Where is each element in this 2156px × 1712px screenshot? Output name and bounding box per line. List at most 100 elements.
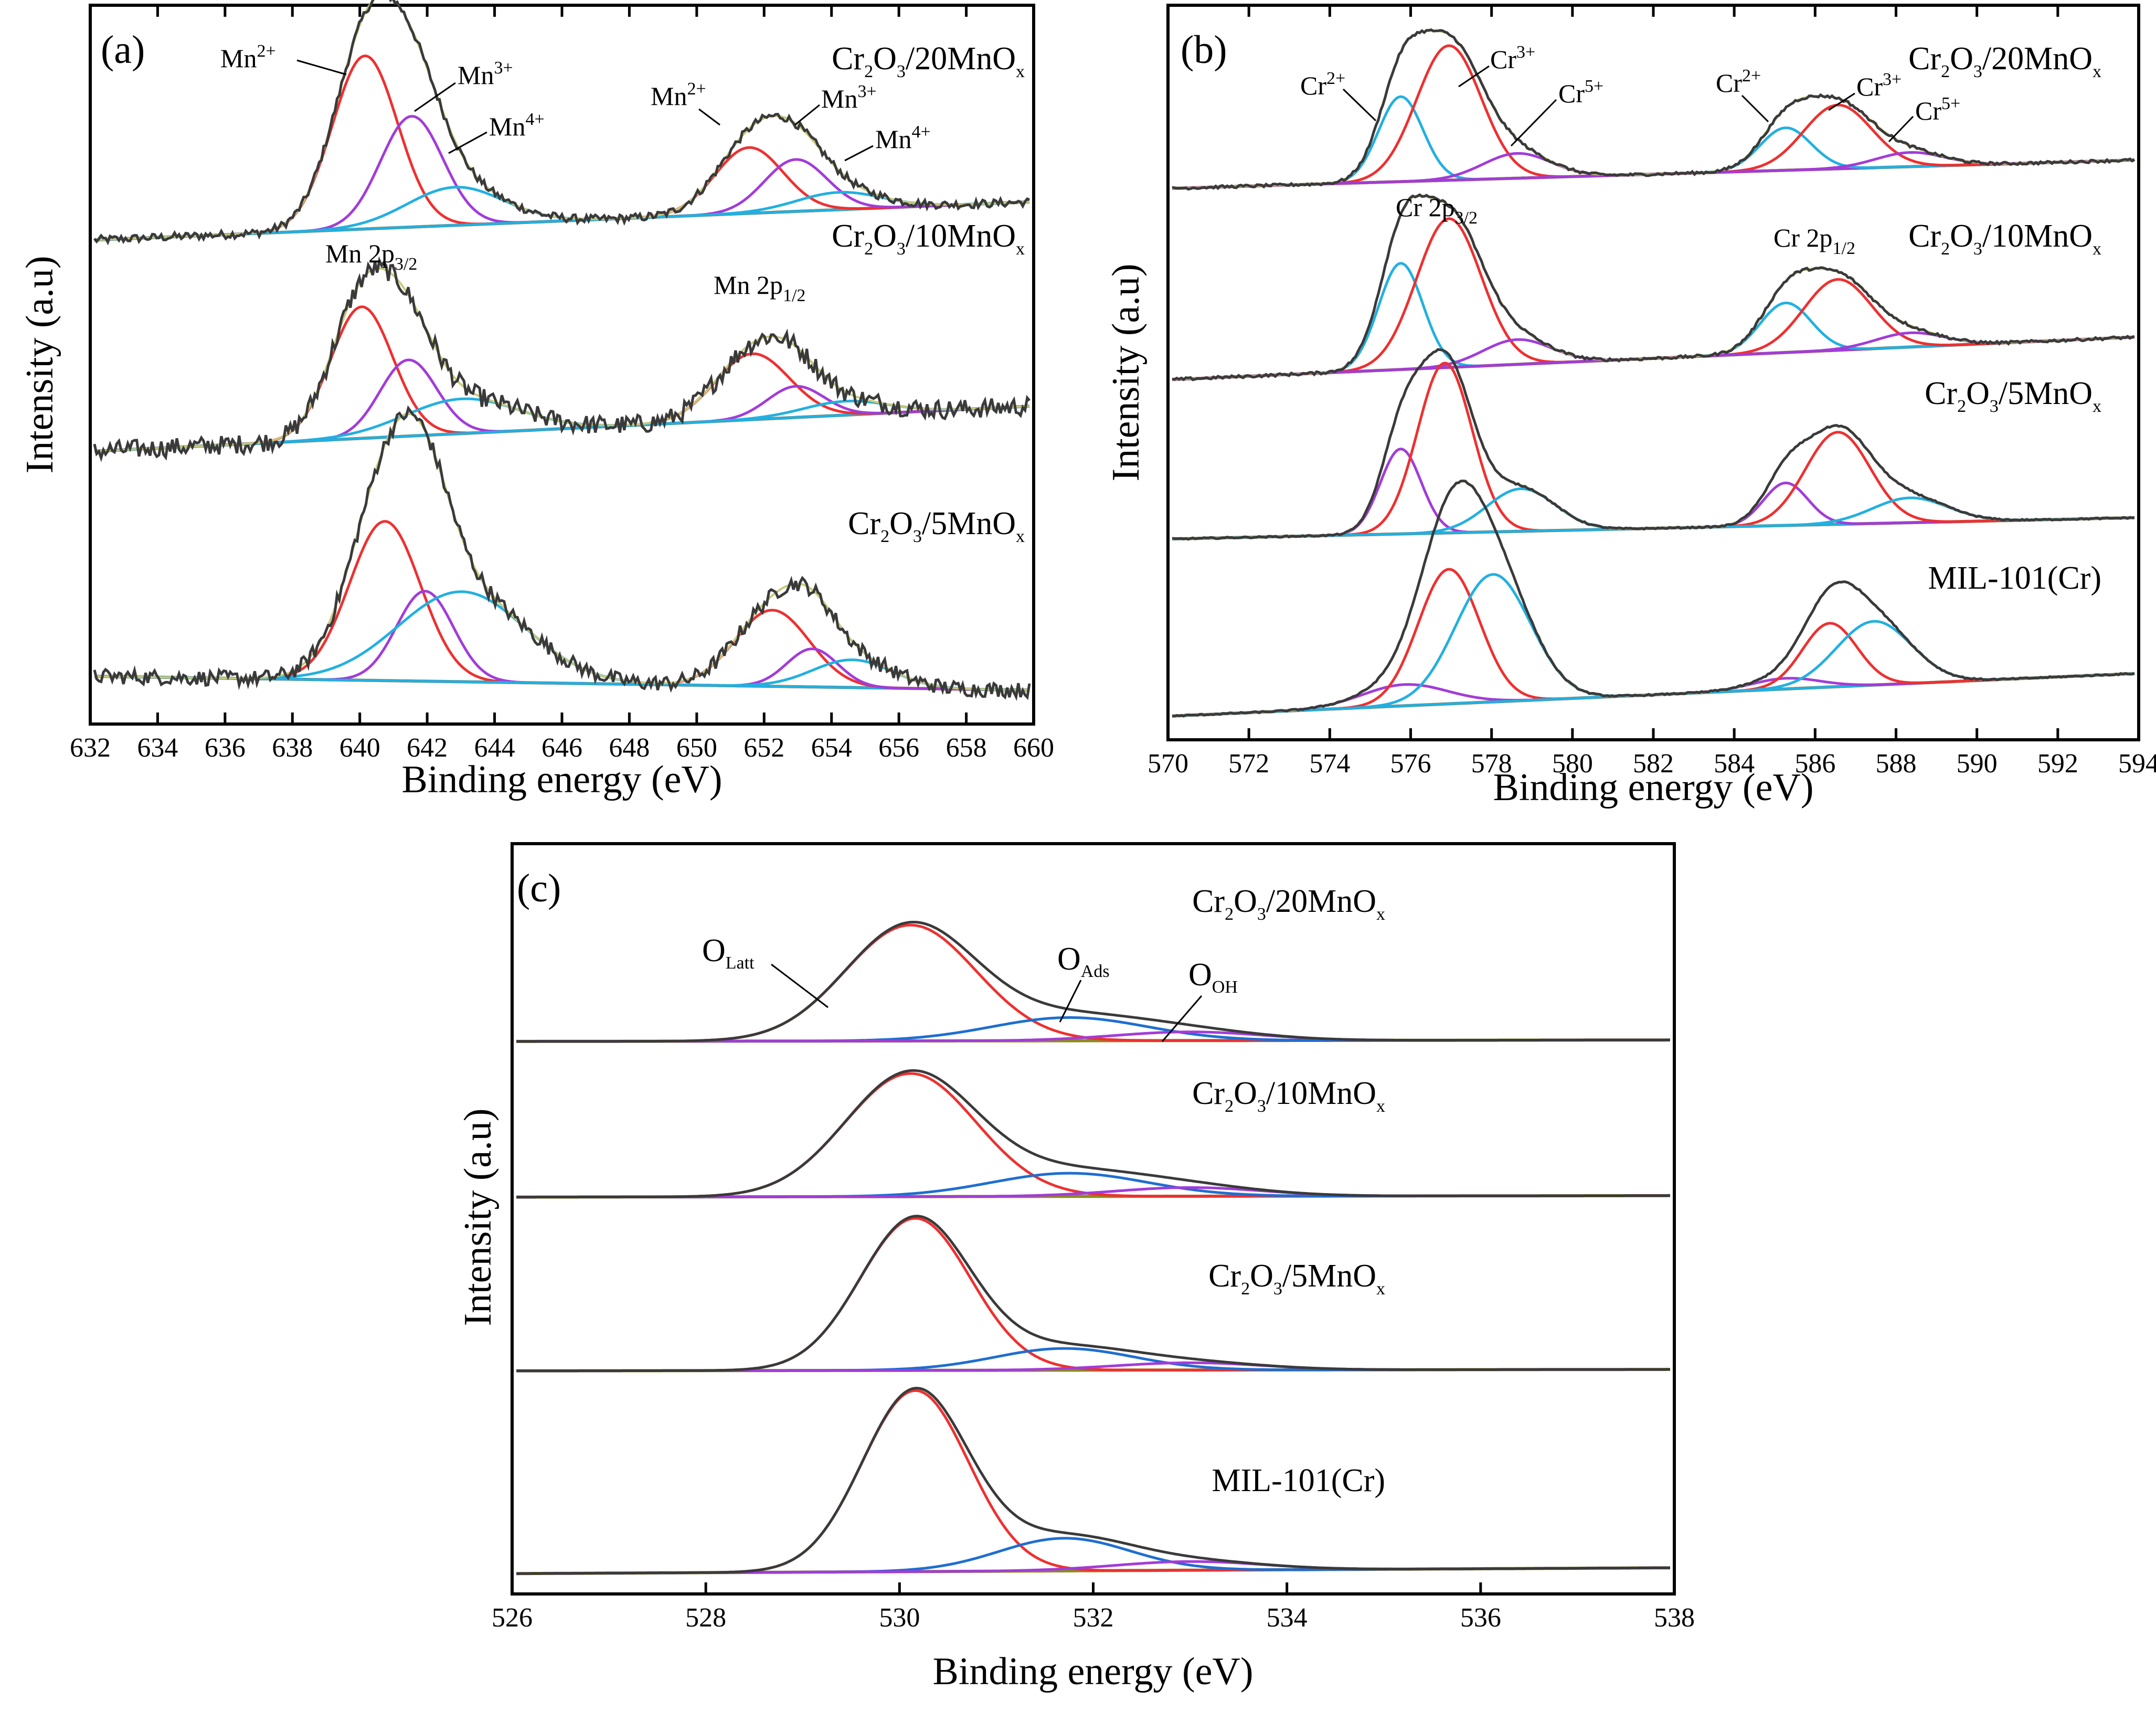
panel-c-series-label-20mn: Cr2O3/20MnOx [1192,884,1385,924]
peak-Mn3+ [94,590,1030,692]
peak-Cr3+ [1172,361,2134,540]
panel-b-ylabel: Intensity (a.u) [1104,263,1148,481]
panel-b-ticks: 570 572 574 576 578 580 582 584 586 588 590 592 594 [1148,5,2156,779]
panel-a-annot-mn2-a: Mn2+ [220,41,276,73]
x-tick-label: 586 [1794,749,1835,779]
raw-spectrum [1172,193,2135,381]
fit-envelope [516,1215,1670,1372]
x-tick-label: 594 [2118,749,2156,779]
x-tick-label: 654 [811,733,852,763]
peak-Mn4+ [94,590,1030,692]
panel-b-series-label-mil101: MIL-101(Cr) [1928,560,2101,596]
panel-b-series-label-10mn: Cr2O3/10MnOx [1908,218,2101,259]
panel-b-series-label-5mn: Cr2O3/5MnOx [1925,376,2101,416]
panel-a-annot-mn3-b: Mn3+ [821,82,877,113]
x-tick-label: 642 [407,733,448,763]
peak-Cr3+ [1172,622,2135,718]
panel-b-arrow-cr2-a [1342,88,1377,122]
x-tick-label: 640 [339,733,380,763]
x-tick-label: 660 [1013,733,1054,763]
x-tick-label: 652 [744,733,784,763]
x-tick-label: 650 [676,733,717,763]
panel-b-annot-cr5-b: Cr5+ [1915,94,1960,125]
panel-c-arrow-olatt [771,963,829,1008]
series-2 [1172,348,2135,541]
raw-spectrum [93,0,1030,246]
panel-b-annot-cr2-b: Cr2+ [1716,66,1761,98]
fit-envelope [94,0,1030,241]
x-tick-label: 528 [685,1603,726,1633]
x-tick-label: 536 [1460,1603,1501,1633]
panel-b-annot-cr3-b: Cr3+ [1856,70,1902,101]
panel-a-ticks: 632 634 636 638 640 642 644 646 648 650 652 654 656 6… [70,5,1054,763]
panel-c-annot-oads: OAds [1057,941,1110,981]
series-3 [1172,480,2135,718]
panel-a-xlabel: Binding energy (eV) [401,758,722,801]
peak-OLatt [516,923,1670,1043]
panel-a-annot-mn4-b: Mn4+ [875,122,931,154]
panel-a-series-label-10mn: Cr2O3/10MnOx [832,218,1025,259]
peak-Cr2+ [1172,481,2134,540]
raw-spectrum [1172,348,2135,541]
raw-spectrum [1172,480,2135,718]
series-1 [1172,193,2135,381]
panel-a-arrow-mn2-a [296,59,347,76]
series-2 [516,1215,1670,1373]
peak-OLatt [516,1389,1670,1575]
peak-Cr3+ [1172,431,2134,540]
fit-envelope [516,1069,1670,1198]
panel-a-annot-mn2p12: Mn 2p1/2 [714,270,805,305]
series-0 [93,0,1030,246]
series-0 [516,921,1670,1043]
peak-OLatt [516,1217,1670,1373]
series-1 [93,256,1031,462]
panel-b-arrow-cr5-b [1888,115,1914,143]
x-tick-label: 656 [878,733,919,763]
panel-a-arrow-mn4-a [448,131,487,154]
panel-c-curves [516,921,1670,1576]
raw-spectrum [93,256,1031,462]
raw-spectrum [516,1069,1670,1199]
x-tick-label: 590 [1957,749,1998,779]
x-tick-label: 574 [1309,749,1350,779]
raw-spectrum [516,921,1670,1043]
panel-a-series-label-5mn: Cr2O3/5MnOx [848,506,1025,546]
panel-a: 632 634 636 638 640 642 644 646 648 650 652 654 656 6… [18,0,1054,801]
panel-c-arrow-ooh [1161,995,1203,1042]
panel-b-xlabel: Binding energy (eV) [1493,766,1813,809]
x-tick-label: 644 [474,733,515,763]
peak-Cr5+ [1172,620,2135,718]
x-tick-label: 534 [1267,1603,1308,1633]
panel-a-arrow-mn3-a [414,82,456,112]
series-2 [93,405,1031,701]
x-tick-label: 632 [70,733,111,763]
panel-c-label: (c) [517,866,561,910]
x-tick-label: 646 [541,733,582,763]
panel-b-annot-cr2-a: Cr2+ [1300,69,1345,100]
panel-c-annot-ooh: OOH [1188,957,1238,997]
panel-c-ylabel: Intensity (a.u) [456,1108,500,1326]
series-3 [516,1387,1670,1576]
panel-a-curves [93,0,1031,701]
panel-a-frame [89,4,1035,726]
x-tick-label: 530 [879,1603,920,1633]
raw-spectrum [516,1215,1670,1373]
panel-a-arrow-mn4-b [844,145,874,162]
fit-envelope [94,412,1030,692]
x-tick-label: 532 [1073,1603,1114,1633]
x-tick-label: 580 [1552,749,1593,779]
peak-Cr2+ [1172,448,2134,540]
x-tick-label: 638 [272,733,313,763]
x-tick-label: 578 [1471,749,1512,779]
panel-c-series-label-10mn: Cr2O3/10MnOx [1192,1076,1385,1116]
x-tick-label: 658 [946,733,987,763]
panel-a-annot-mn2p32: Mn 2p3/2 [325,239,417,274]
panel-b-curves [1172,28,2136,718]
panel-b-label: (b) [1181,28,1227,72]
panel-c-arrow-oads [1059,980,1082,1023]
panel-b-arrow-cr5-a [1510,99,1557,147]
panel-c-series-label-5mn: Cr2O3/5MnOx [1208,1258,1385,1299]
x-tick-label: 584 [1714,749,1755,779]
panel-b-annot-cr3-a: Cr3+ [1490,42,1535,74]
peak-Cr3+ [1172,278,2135,381]
